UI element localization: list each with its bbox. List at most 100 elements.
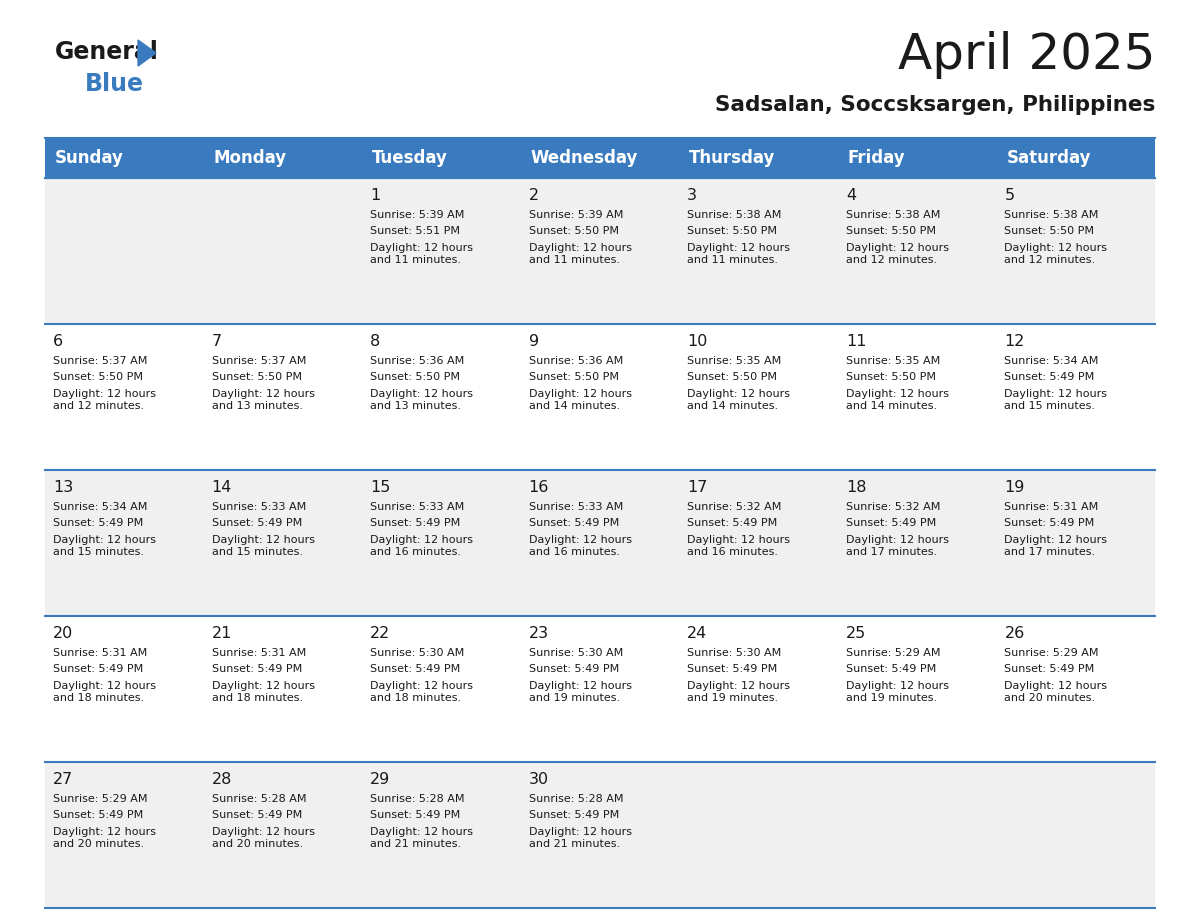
Text: Daylight: 12 hours
and 17 minutes.: Daylight: 12 hours and 17 minutes. [846, 535, 949, 557]
Text: Sunrise: 5:30 AM: Sunrise: 5:30 AM [529, 648, 623, 658]
Text: April 2025: April 2025 [897, 31, 1155, 79]
Text: Daylight: 12 hours
and 20 minutes.: Daylight: 12 hours and 20 minutes. [53, 827, 156, 849]
Text: 16: 16 [529, 480, 549, 495]
Text: Sunset: 5:49 PM: Sunset: 5:49 PM [688, 519, 777, 529]
Text: Sunrise: 5:39 AM: Sunrise: 5:39 AM [529, 210, 623, 220]
Text: Thursday: Thursday [689, 149, 776, 167]
Text: Daylight: 12 hours
and 18 minutes.: Daylight: 12 hours and 18 minutes. [53, 681, 156, 703]
Text: Sunset: 5:49 PM: Sunset: 5:49 PM [371, 519, 461, 529]
Text: 12: 12 [1004, 334, 1025, 349]
Text: Daylight: 12 hours
and 17 minutes.: Daylight: 12 hours and 17 minutes. [1004, 535, 1107, 557]
Text: Sunrise: 5:36 AM: Sunrise: 5:36 AM [371, 356, 465, 366]
Bar [45, 138, 1155, 178]
Text: 17: 17 [688, 480, 708, 495]
Text: Sunset: 5:49 PM: Sunset: 5:49 PM [371, 811, 461, 821]
Text: Sunrise: 5:37 AM: Sunrise: 5:37 AM [211, 356, 307, 366]
Text: Sunset: 5:49 PM: Sunset: 5:49 PM [1004, 373, 1094, 383]
Text: Daylight: 12 hours
and 14 minutes.: Daylight: 12 hours and 14 minutes. [688, 389, 790, 411]
Text: 14: 14 [211, 480, 232, 495]
Text: Sunrise: 5:28 AM: Sunrise: 5:28 AM [529, 794, 624, 804]
Text: Daylight: 12 hours
and 20 minutes.: Daylight: 12 hours and 20 minutes. [1004, 681, 1107, 703]
Bar [45, 616, 1155, 762]
Text: 28: 28 [211, 772, 232, 787]
Text: 10: 10 [688, 334, 708, 349]
Text: Sunset: 5:50 PM: Sunset: 5:50 PM [371, 373, 460, 383]
Text: Daylight: 12 hours
and 15 minutes.: Daylight: 12 hours and 15 minutes. [1004, 389, 1107, 411]
Text: 18: 18 [846, 480, 866, 495]
Text: 27: 27 [53, 772, 74, 787]
Text: Daylight: 12 hours
and 15 minutes.: Daylight: 12 hours and 15 minutes. [211, 535, 315, 557]
Text: Sunset: 5:49 PM: Sunset: 5:49 PM [53, 811, 144, 821]
Text: Friday: Friday [848, 149, 905, 167]
Text: Sunrise: 5:33 AM: Sunrise: 5:33 AM [211, 502, 305, 512]
Text: Sunrise: 5:38 AM: Sunrise: 5:38 AM [1004, 210, 1099, 220]
Text: Sunset: 5:50 PM: Sunset: 5:50 PM [688, 373, 777, 383]
Text: Daylight: 12 hours
and 19 minutes.: Daylight: 12 hours and 19 minutes. [688, 681, 790, 703]
Text: Sunset: 5:49 PM: Sunset: 5:49 PM [211, 665, 302, 675]
Text: Daylight: 12 hours
and 19 minutes.: Daylight: 12 hours and 19 minutes. [846, 681, 949, 703]
Text: Sunrise: 5:29 AM: Sunrise: 5:29 AM [1004, 648, 1099, 658]
Bar [45, 762, 1155, 908]
Text: Saturday: Saturday [1006, 149, 1091, 167]
Text: Wednesday: Wednesday [531, 149, 638, 167]
Text: 26: 26 [1004, 626, 1025, 641]
Text: 22: 22 [371, 626, 391, 641]
Text: Sunset: 5:50 PM: Sunset: 5:50 PM [529, 227, 619, 237]
Text: Daylight: 12 hours
and 21 minutes.: Daylight: 12 hours and 21 minutes. [371, 827, 473, 849]
Text: Sunset: 5:50 PM: Sunset: 5:50 PM [211, 373, 302, 383]
Text: Sunday: Sunday [55, 149, 124, 167]
Text: Daylight: 12 hours
and 13 minutes.: Daylight: 12 hours and 13 minutes. [371, 389, 473, 411]
Text: Sunset: 5:49 PM: Sunset: 5:49 PM [529, 665, 619, 675]
Text: Daylight: 12 hours
and 16 minutes.: Daylight: 12 hours and 16 minutes. [688, 535, 790, 557]
Text: 29: 29 [371, 772, 391, 787]
Text: Sunset: 5:49 PM: Sunset: 5:49 PM [688, 665, 777, 675]
Text: Sunset: 5:49 PM: Sunset: 5:49 PM [53, 665, 144, 675]
Text: Sunrise: 5:38 AM: Sunrise: 5:38 AM [688, 210, 782, 220]
Text: 15: 15 [371, 480, 391, 495]
Text: Sadsalan, Soccsksargen, Philippines: Sadsalan, Soccsksargen, Philippines [715, 95, 1155, 115]
Text: Sunrise: 5:38 AM: Sunrise: 5:38 AM [846, 210, 940, 220]
Text: Sunset: 5:50 PM: Sunset: 5:50 PM [846, 373, 936, 383]
Text: Sunrise: 5:37 AM: Sunrise: 5:37 AM [53, 356, 147, 366]
Text: Sunset: 5:49 PM: Sunset: 5:49 PM [1004, 665, 1094, 675]
Text: 13: 13 [53, 480, 74, 495]
Text: Sunrise: 5:33 AM: Sunrise: 5:33 AM [371, 502, 465, 512]
Text: Sunset: 5:50 PM: Sunset: 5:50 PM [1004, 227, 1094, 237]
Text: Sunrise: 5:35 AM: Sunrise: 5:35 AM [846, 356, 940, 366]
Text: Sunrise: 5:31 AM: Sunrise: 5:31 AM [1004, 502, 1099, 512]
Text: Sunset: 5:49 PM: Sunset: 5:49 PM [211, 811, 302, 821]
Text: Sunrise: 5:28 AM: Sunrise: 5:28 AM [211, 794, 307, 804]
Text: Daylight: 12 hours
and 16 minutes.: Daylight: 12 hours and 16 minutes. [529, 535, 632, 557]
Text: Sunrise: 5:34 AM: Sunrise: 5:34 AM [53, 502, 147, 512]
Text: Daylight: 12 hours
and 19 minutes.: Daylight: 12 hours and 19 minutes. [529, 681, 632, 703]
Text: Sunrise: 5:29 AM: Sunrise: 5:29 AM [846, 648, 941, 658]
Text: 3: 3 [688, 188, 697, 203]
Text: Sunrise: 5:30 AM: Sunrise: 5:30 AM [371, 648, 465, 658]
Text: 4: 4 [846, 188, 857, 203]
Text: Sunset: 5:50 PM: Sunset: 5:50 PM [53, 373, 143, 383]
Text: Sunset: 5:49 PM: Sunset: 5:49 PM [846, 665, 936, 675]
Text: 9: 9 [529, 334, 539, 349]
Text: 11: 11 [846, 334, 866, 349]
Text: Daylight: 12 hours
and 14 minutes.: Daylight: 12 hours and 14 minutes. [846, 389, 949, 411]
Text: Sunrise: 5:30 AM: Sunrise: 5:30 AM [688, 648, 782, 658]
Text: Daylight: 12 hours
and 13 minutes.: Daylight: 12 hours and 13 minutes. [211, 389, 315, 411]
Text: Daylight: 12 hours
and 11 minutes.: Daylight: 12 hours and 11 minutes. [529, 243, 632, 265]
Text: Sunrise: 5:33 AM: Sunrise: 5:33 AM [529, 502, 623, 512]
Text: Sunset: 5:50 PM: Sunset: 5:50 PM [529, 373, 619, 383]
Bar [45, 470, 1155, 616]
Text: Sunrise: 5:34 AM: Sunrise: 5:34 AM [1004, 356, 1099, 366]
Text: 24: 24 [688, 626, 708, 641]
Text: Sunset: 5:49 PM: Sunset: 5:49 PM [1004, 519, 1094, 529]
Text: Sunset: 5:49 PM: Sunset: 5:49 PM [529, 811, 619, 821]
Text: Daylight: 12 hours
and 12 minutes.: Daylight: 12 hours and 12 minutes. [846, 243, 949, 265]
Text: Daylight: 12 hours
and 18 minutes.: Daylight: 12 hours and 18 minutes. [211, 681, 315, 703]
Text: Daylight: 12 hours
and 11 minutes.: Daylight: 12 hours and 11 minutes. [688, 243, 790, 265]
Text: Sunrise: 5:39 AM: Sunrise: 5:39 AM [371, 210, 465, 220]
Text: 21: 21 [211, 626, 232, 641]
Text: Daylight: 12 hours
and 16 minutes.: Daylight: 12 hours and 16 minutes. [371, 535, 473, 557]
Text: Sunset: 5:49 PM: Sunset: 5:49 PM [53, 519, 144, 529]
Text: Sunrise: 5:32 AM: Sunrise: 5:32 AM [846, 502, 940, 512]
Bar [45, 324, 1155, 470]
Text: Sunrise: 5:31 AM: Sunrise: 5:31 AM [211, 648, 305, 658]
